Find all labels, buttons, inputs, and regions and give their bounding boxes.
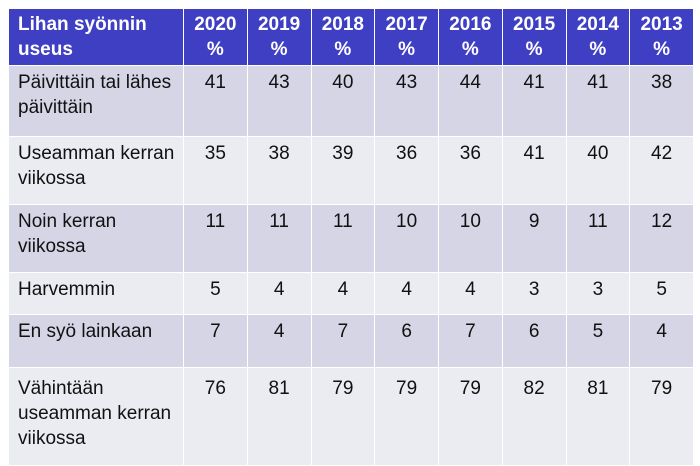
table-cell: 81 — [565, 367, 631, 466]
unit-label: % — [398, 39, 416, 60]
header-label: Lihan syönnin useus — [8, 8, 184, 66]
unit-label: % — [334, 39, 352, 60]
table-cell: 38 — [629, 65, 694, 137]
table-cell: 44 — [438, 65, 503, 137]
unit-label: % — [270, 39, 288, 60]
table-cell: 4 — [310, 272, 376, 315]
year-header: 2014% — [565, 8, 631, 66]
table-cell: 40 — [565, 136, 631, 205]
year-header: 2016% — [438, 8, 503, 66]
table-cell: 10 — [374, 204, 439, 273]
year-label: 2020 — [194, 14, 237, 35]
table-row: Vähintään useamman kerran viikossa 76 81… — [8, 367, 694, 466]
table-row: En syö lainkaan 7 4 7 6 7 6 5 4 — [8, 314, 694, 368]
table-cell: 11 — [183, 204, 248, 273]
table-cell: 76 — [183, 367, 248, 466]
table-cell: 38 — [246, 136, 312, 205]
table-cell: 81 — [246, 367, 312, 466]
table-cell: 43 — [374, 65, 439, 137]
unit-label: % — [589, 39, 607, 60]
table-cell: 11 — [310, 204, 376, 273]
year-label: 2018 — [321, 14, 365, 35]
table-cell: 4 — [438, 272, 503, 315]
table-cell: 9 — [501, 204, 567, 273]
year-header: 2019% — [246, 8, 312, 66]
unit-label: % — [525, 39, 543, 60]
table-cell: 3 — [501, 272, 567, 315]
table-cell: 39 — [310, 136, 376, 205]
year-label: 2015 — [512, 14, 556, 35]
table-cell: 35 — [183, 136, 248, 205]
table-cell: 79 — [374, 367, 439, 466]
table-cell: 3 — [565, 272, 631, 315]
year-header: 2020% — [183, 8, 248, 66]
year-header: 2013% — [629, 8, 694, 66]
unit-label: % — [653, 39, 671, 60]
row-label: En syö lainkaan — [8, 314, 184, 368]
meat-consumption-table: Lihan syönnin useus 2020% 2019% 2018% 20… — [8, 8, 694, 466]
table-cell: 5 — [629, 272, 694, 315]
row-label: Harvemmin — [8, 272, 184, 315]
table-row: Useamman kerran viikossa 35 38 39 36 36 … — [8, 136, 694, 205]
year-label: 2017 — [385, 14, 428, 35]
table-row: Päivittäin tai lähes päivittäin 41 43 40… — [8, 65, 694, 137]
year-label: 2019 — [257, 14, 301, 35]
table-cell: 12 — [629, 204, 694, 273]
table-cell: 10 — [438, 204, 503, 273]
row-label: Noin kerran viikossa — [8, 204, 184, 273]
row-label: Useamman kerran viikossa — [8, 136, 184, 205]
table-cell: 4 — [246, 314, 312, 368]
table-cell: 5 — [565, 314, 631, 368]
table-cell: 36 — [374, 136, 439, 205]
table-cell: 42 — [629, 136, 694, 205]
table-cell: 4 — [629, 314, 694, 368]
table-cell: 41 — [501, 136, 567, 205]
table-cell: 6 — [374, 314, 439, 368]
table-cell: 7 — [310, 314, 376, 368]
year-header: 2017% — [374, 8, 439, 66]
year-header: 2018% — [310, 8, 376, 66]
table-cell: 11 — [246, 204, 312, 273]
year-label: 2014 — [576, 14, 620, 35]
table-cell: 36 — [438, 136, 503, 205]
year-header: 2015% — [501, 8, 567, 66]
unit-label: % — [206, 39, 224, 60]
table-cell: 43 — [246, 65, 312, 137]
table-cell: 6 — [501, 314, 567, 368]
meat-consumption-table-container: Lihan syönnin useus 2020% 2019% 2018% 20… — [8, 8, 694, 466]
table-cell: 82 — [501, 367, 567, 466]
year-label: 2016 — [449, 14, 492, 35]
table-row: Harvemmin 5 4 4 4 4 3 3 5 — [8, 272, 694, 315]
table-cell: 41 — [565, 65, 631, 137]
table-row: Noin kerran viikossa 11 11 11 10 10 9 11… — [8, 204, 694, 273]
table-cell: 41 — [183, 65, 248, 137]
year-label: 2013 — [640, 14, 683, 35]
unit-label: % — [461, 39, 479, 60]
table-cell: 79 — [310, 367, 376, 466]
table-cell: 41 — [501, 65, 567, 137]
row-label: Päivittäin tai lähes päivittäin — [8, 65, 184, 137]
table-cell: 79 — [438, 367, 503, 466]
row-label: Vähintään useamman kerran viikossa — [8, 367, 184, 466]
table-cell: 4 — [374, 272, 439, 315]
table-cell: 7 — [183, 314, 248, 368]
table-cell: 5 — [183, 272, 248, 315]
table-cell: 11 — [565, 204, 631, 273]
table-cell: 4 — [246, 272, 312, 315]
header-row: Lihan syönnin useus 2020% 2019% 2018% 20… — [8, 8, 694, 66]
table-cell: 79 — [629, 367, 694, 466]
table-cell: 7 — [438, 314, 503, 368]
table-cell: 40 — [310, 65, 376, 137]
